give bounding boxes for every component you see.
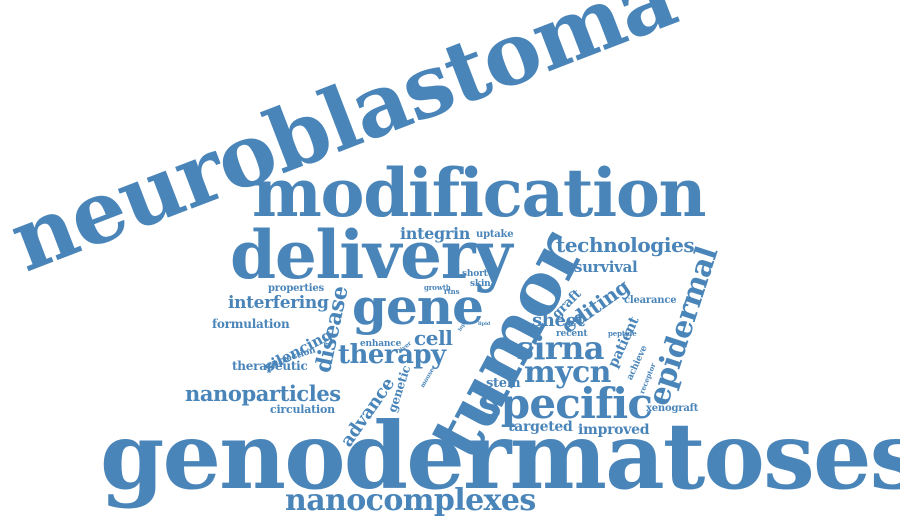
word-properties: properties bbox=[268, 283, 324, 294]
word-targeted: targeted bbox=[508, 419, 573, 435]
word-rtns: rtns bbox=[444, 287, 460, 296]
word-therapy: therapy bbox=[338, 340, 446, 370]
word-specific: specific bbox=[478, 379, 653, 428]
word-nanocomplexes: nanocomplexes bbox=[285, 483, 536, 518]
word-improved: improved bbox=[578, 422, 650, 438]
word-survival: survival bbox=[574, 258, 638, 276]
word-recent: recent bbox=[556, 329, 588, 339]
word-integrin: integrin bbox=[400, 224, 471, 243]
word-lipid: lipid bbox=[478, 321, 491, 327]
word-genodermatoses: genodermatoses bbox=[100, 402, 900, 510]
word-stem: stem bbox=[486, 376, 521, 391]
word-epidermal: epidermal bbox=[641, 242, 726, 410]
word-mouse: mouse bbox=[419, 367, 436, 389]
word-growth: growth bbox=[424, 283, 451, 292]
word-peptide: peptide bbox=[608, 329, 637, 338]
word-technologies: technologies bbox=[556, 233, 695, 257]
word-mycn: mycn bbox=[524, 355, 611, 390]
word-formulation: formulation bbox=[212, 317, 290, 331]
word-enhance: enhance bbox=[360, 339, 402, 349]
word-delivery: delivery bbox=[230, 216, 513, 294]
word-skin: skin bbox=[470, 279, 491, 289]
word-therapeutic: therapeutic bbox=[232, 359, 308, 373]
word-modification: modification bbox=[252, 154, 707, 232]
word-sheet: sheet bbox=[532, 310, 585, 331]
word-gene: gene bbox=[352, 277, 484, 336]
word-cell: cell bbox=[414, 326, 453, 350]
word-interfering: interfering bbox=[228, 293, 329, 313]
word-short: short bbox=[462, 269, 488, 279]
word-nanoparticles: nanoparticles bbox=[185, 381, 341, 406]
word-sirna: sirna bbox=[516, 329, 604, 367]
word-circulation: circulation bbox=[270, 403, 335, 416]
word-clearance: clearance bbox=[624, 295, 677, 306]
word-uptake: uptake bbox=[476, 229, 514, 240]
word-xenograft: xenograft bbox=[646, 403, 699, 414]
